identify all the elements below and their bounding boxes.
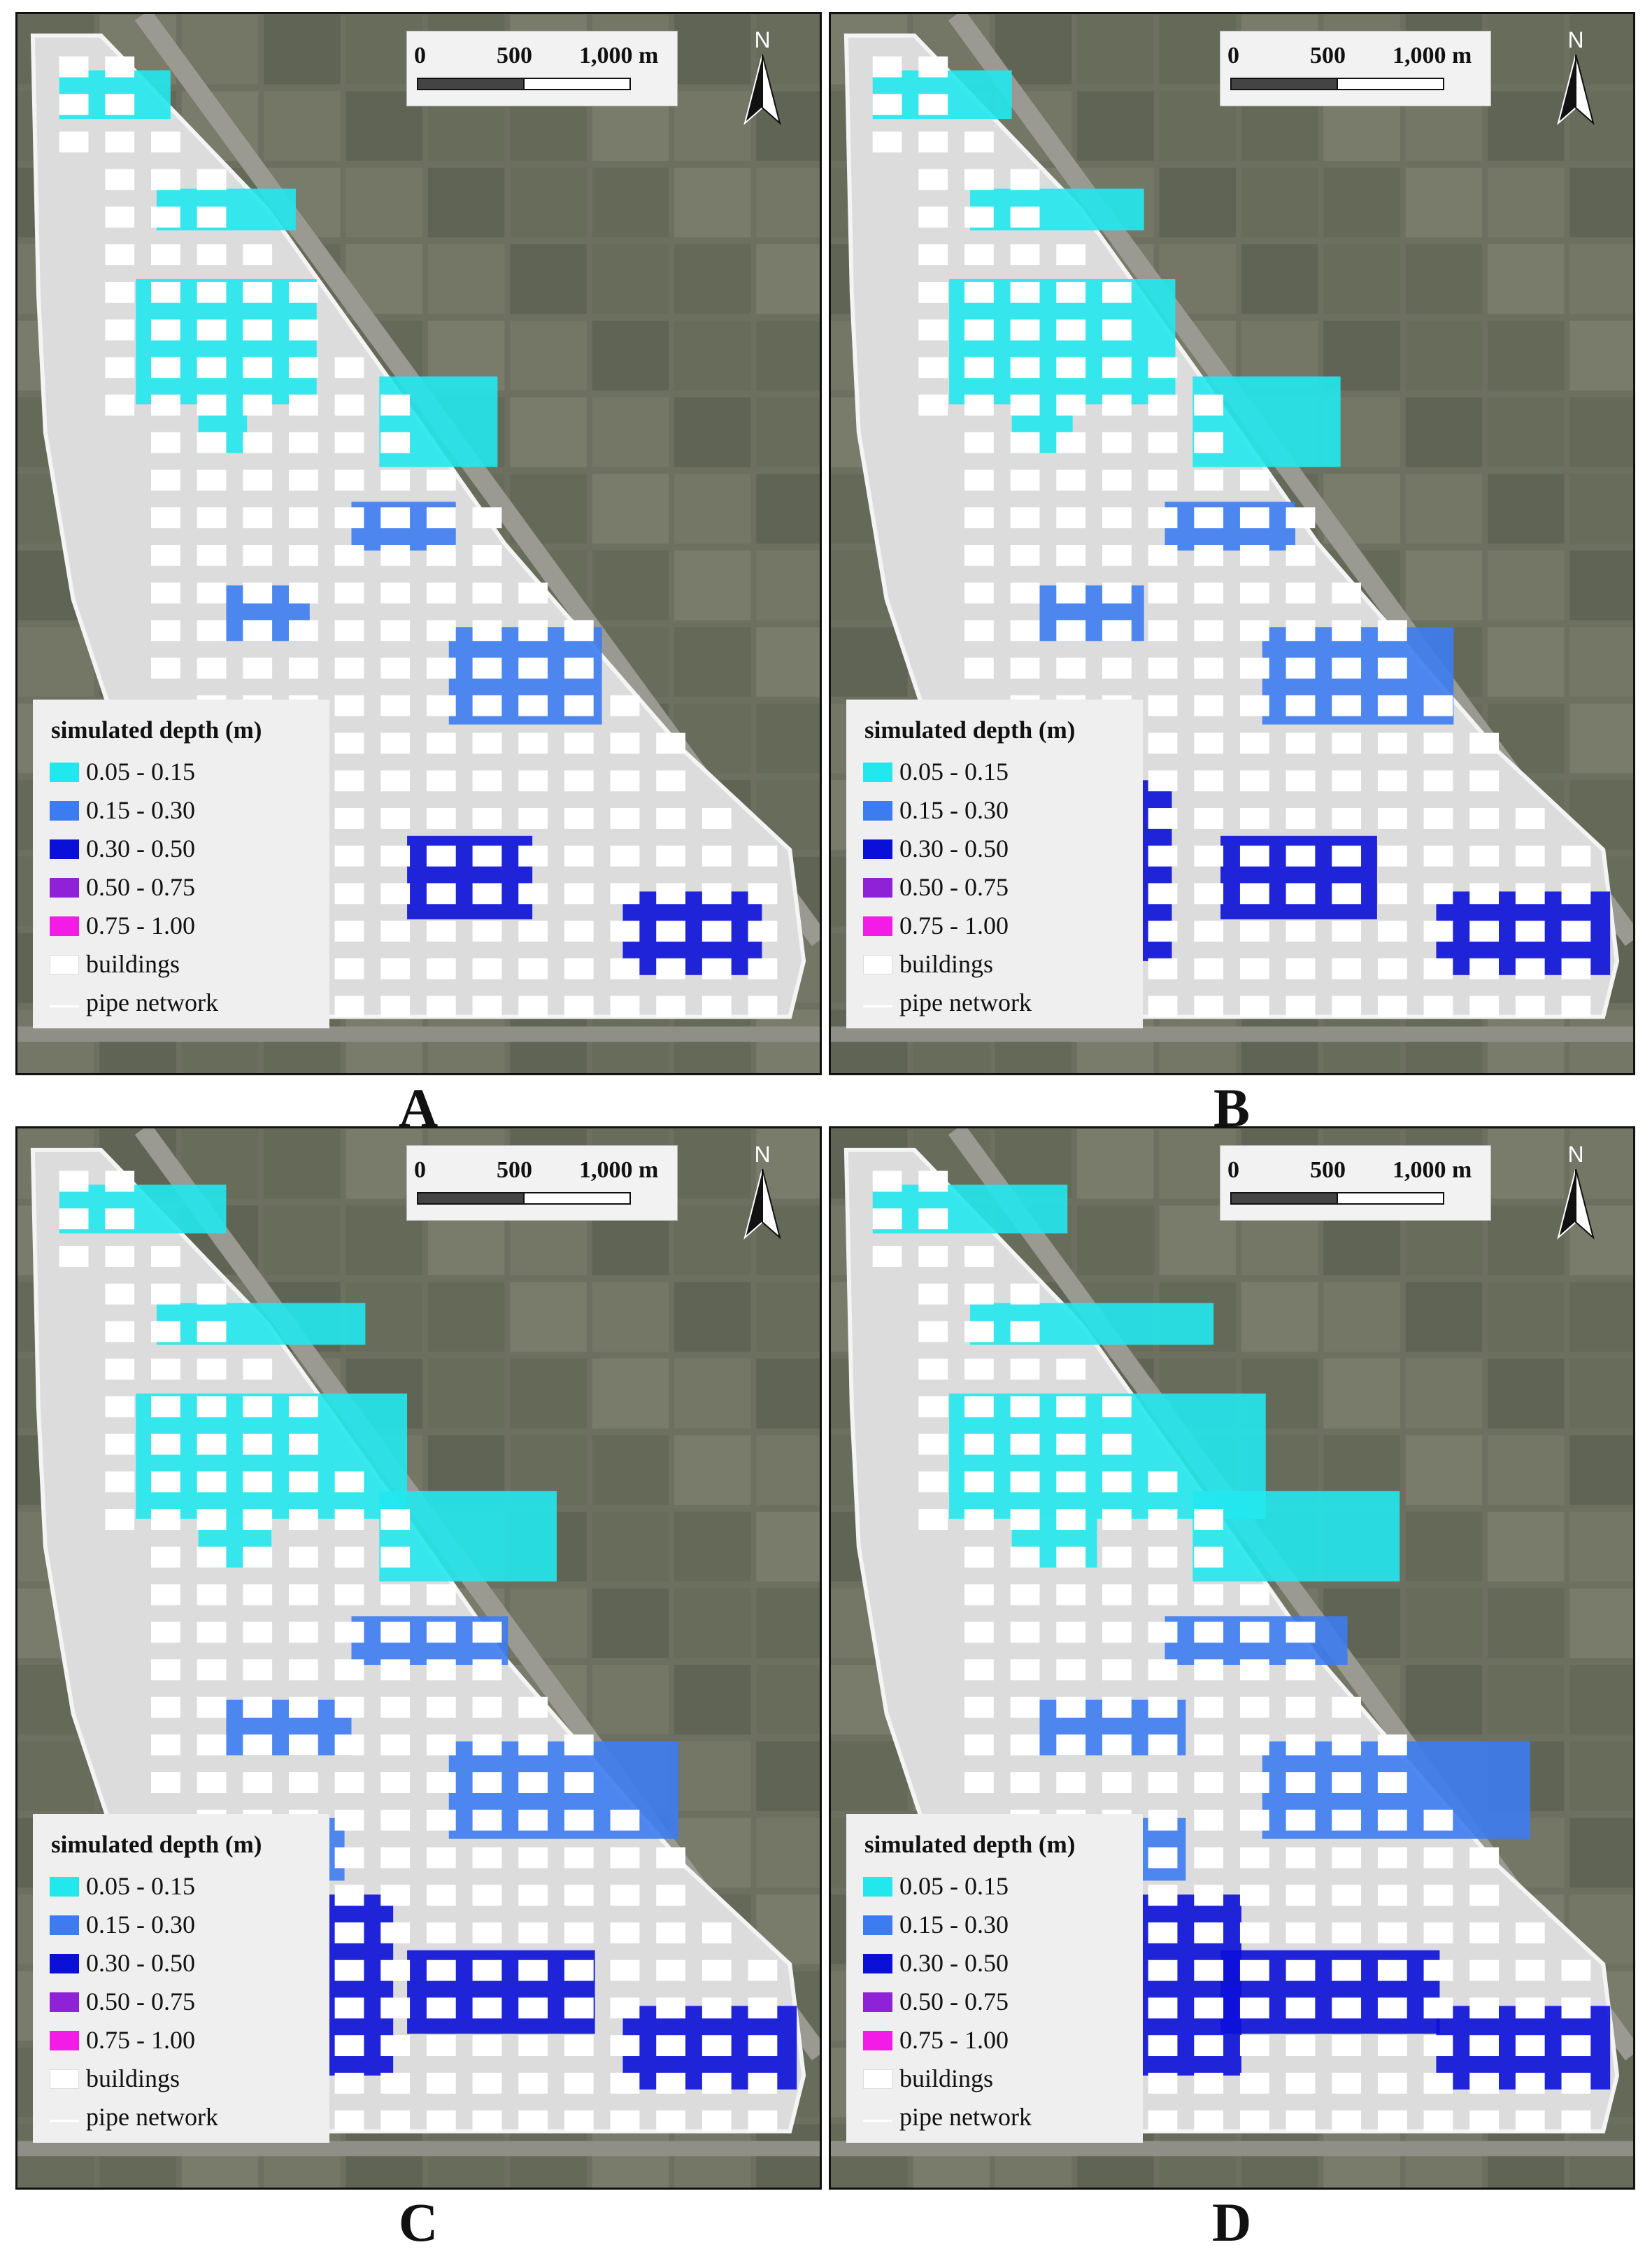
legend-swatch <box>863 878 892 898</box>
legend-title: simulated depth (m) <box>864 1831 1076 1858</box>
map-frame: 0 500 1,000 m N simulated depth (m) 0.05… <box>829 1126 1635 2190</box>
legend-swatch <box>863 2031 892 2050</box>
legend-swatch <box>863 763 892 782</box>
map-frame: 0 500 1,000 m N simulated depth (m) 0.05… <box>15 1126 822 2190</box>
scale-label-1000: 1,000 m <box>1393 43 1472 69</box>
legend-swatch <box>50 2069 79 2089</box>
legend-swatch <box>863 839 892 859</box>
legend: simulated depth (m) 0.05 - 0.15 0.15 - 0… <box>846 700 1143 1028</box>
map-panel-b: 0 500 1,000 m N simulated depth (m) 0.05… <box>829 12 1635 1138</box>
legend-swatch <box>863 955 892 974</box>
legend: simulated depth (m) 0.05 - 0.15 0.15 - 0… <box>846 1814 1143 2143</box>
map-frame: 0 500 1,000 m N simulated depth (m) 0.05… <box>15 12 822 1075</box>
legend-swatch <box>50 955 79 974</box>
scale-label-500: 500 <box>497 43 532 69</box>
legend-title: simulated depth (m) <box>51 1831 262 1858</box>
legend-swatch <box>50 916 79 936</box>
scale-bar: 0 500 1,000 m <box>1220 1145 1491 1221</box>
legend-swatch <box>50 1877 79 1897</box>
scale-bar: 0 500 1,000 m <box>406 31 678 106</box>
legend-swatch <box>50 993 79 1007</box>
legend: simulated depth (m) 0.05 - 0.15 0.15 - 0… <box>33 1814 329 2143</box>
map-panel-c: 0 500 1,000 m N simulated depth (m) 0.05… <box>15 1126 822 2253</box>
scale-label-0: 0 <box>414 43 426 69</box>
north-arrow-label: N <box>1567 1142 1583 1167</box>
legend-title: simulated depth (m) <box>864 716 1076 744</box>
map-canvas <box>17 1128 820 2188</box>
legend-swatch <box>50 1954 79 1973</box>
legend-title: simulated depth (m) <box>51 716 262 744</box>
legend-swatch <box>863 993 892 1007</box>
north-arrow-label: N <box>1567 27 1583 52</box>
north-arrow: N <box>731 1140 794 1252</box>
legend-swatch <box>50 839 79 859</box>
legend: simulated depth (m) 0.05 - 0.15 0.15 - 0… <box>33 700 329 1028</box>
scale-label-500: 500 <box>1310 43 1346 69</box>
legend-swatch <box>50 878 79 898</box>
north-arrow-icon <box>743 54 763 125</box>
north-arrow: N <box>1544 1140 1607 1252</box>
legend-swatch <box>50 801 79 821</box>
legend-swatch <box>863 1954 892 1973</box>
scale-bar-dark <box>417 78 525 90</box>
north-arrow: N <box>731 25 794 137</box>
legend-swatch <box>863 1915 892 1935</box>
legend-swatch <box>863 1992 892 2012</box>
north-arrow-icon <box>1557 1168 1576 1240</box>
legend-swatch <box>50 1992 79 2012</box>
scale-bar-light <box>523 78 631 90</box>
legend-swatch <box>863 916 892 936</box>
scale-label-1000: 1,000 m <box>579 43 659 69</box>
legend-swatch <box>863 2108 892 2122</box>
panel-label: D <box>1211 2192 1252 2253</box>
panel-label: C <box>398 2192 439 2253</box>
legend-swatch <box>50 763 79 782</box>
legend-swatch <box>863 801 892 821</box>
scale-label-1000: 1,000 m <box>1393 1157 1472 1183</box>
scale-bar: 0 500 1,000 m <box>406 1145 678 1221</box>
scale-label-0: 0 <box>1227 43 1239 69</box>
map-panel-a: 0 500 1,000 m N simulated depth (m) 0.05… <box>15 12 822 1138</box>
north-arrow-label: N <box>754 27 770 52</box>
legend-swatch <box>50 2031 79 2050</box>
map-panel-d: 0 500 1,000 m N simulated depth (m) 0.05… <box>829 1126 1635 2253</box>
legend-swatch <box>863 1877 892 1897</box>
scale-bar: 0 500 1,000 m <box>1220 31 1491 106</box>
north-arrow-icon <box>743 1168 763 1240</box>
scale-label-500: 500 <box>497 1157 532 1183</box>
north-arrow-icon <box>1557 54 1576 125</box>
legend-swatch <box>50 1915 79 1935</box>
north-arrow-label: N <box>754 1142 770 1167</box>
map-frame: 0 500 1,000 m N simulated depth (m) 0.05… <box>829 12 1635 1075</box>
legend-swatch <box>863 2069 892 2089</box>
scale-label-1000: 1,000 m <box>579 1157 659 1183</box>
scale-label-0: 0 <box>414 1157 426 1183</box>
scale-label-500: 500 <box>1310 1157 1346 1183</box>
legend-swatch <box>50 2108 79 2122</box>
scale-label-0: 0 <box>1227 1157 1239 1183</box>
north-arrow: N <box>1544 25 1607 137</box>
